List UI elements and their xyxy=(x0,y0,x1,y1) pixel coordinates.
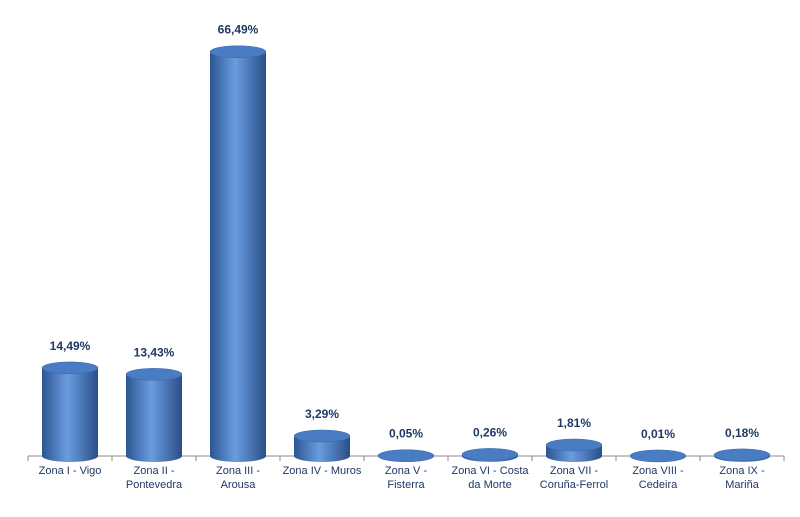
value-label: 0,05% xyxy=(389,427,423,441)
x-tick-label: Zona I - Vigo xyxy=(38,465,102,477)
bar-top xyxy=(41,361,99,375)
value-label: 13,43% xyxy=(134,345,175,359)
bar-top xyxy=(377,449,435,462)
bar-top xyxy=(125,368,183,381)
x-tick-label: Zona VI - Costa da Morte xyxy=(451,465,529,491)
bar-top xyxy=(629,449,687,463)
bar-top xyxy=(209,45,267,58)
bar xyxy=(294,435,350,462)
value-label: 0,18% xyxy=(725,426,759,440)
bar-top xyxy=(713,448,771,462)
x-tick-label: Zona VII - Coruña-Ferrol xyxy=(539,465,609,491)
x-tick-label: Zona V - Fisterra xyxy=(384,465,428,491)
bar xyxy=(42,367,98,462)
x-tick-label: Zona III - Arousa xyxy=(215,465,261,491)
value-label: 14,49% xyxy=(50,339,91,353)
value-label: 1,81% xyxy=(557,416,591,430)
value-label: 3,29% xyxy=(305,407,339,421)
x-tick-label: Zona IX - Mariña xyxy=(719,465,765,491)
bar-top xyxy=(545,438,603,452)
x-tick-label: Zona II - Pontevedra xyxy=(125,465,183,491)
x-tick-label: Zona VIII - Cedeira xyxy=(632,465,684,491)
bar xyxy=(210,51,266,462)
bar-top xyxy=(293,429,351,443)
bar-top xyxy=(461,448,519,461)
x-tick-label: Zona IV - Muros xyxy=(282,465,362,477)
value-label: 66,49% xyxy=(218,23,259,37)
value-label: 0,26% xyxy=(473,425,507,439)
bar xyxy=(126,374,182,462)
value-label: 0,01% xyxy=(641,427,675,441)
